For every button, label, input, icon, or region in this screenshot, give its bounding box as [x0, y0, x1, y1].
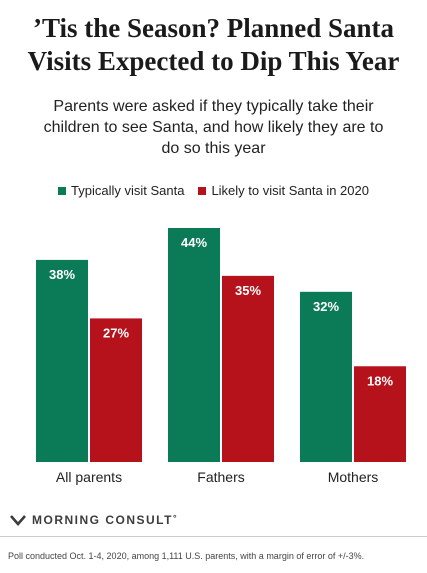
data-label-fathers-series-2: 35%: [235, 283, 261, 298]
brand-logo: MORNING CONSULT °: [10, 513, 178, 527]
legend: Typically visit Santa Likely to visit Sa…: [0, 183, 427, 198]
category-label-fathers: Fathers: [197, 469, 244, 485]
category-label-all-parents: All parents: [56, 469, 122, 485]
data-label-all-parents-series-2: 27%: [103, 325, 129, 340]
chart-subtitle: Parents were asked if they typically tak…: [43, 98, 384, 157]
bar-mothers-series-1: [300, 291, 352, 462]
data-label-fathers-series-1: 44%: [181, 235, 207, 250]
chart-title: ’Tis the Season? Planned Santa Visits Ex…: [27, 13, 400, 76]
brand-mark: °: [172, 513, 179, 523]
category-label-mothers: Mothers: [328, 469, 379, 485]
legend-swatch-typically: [58, 186, 66, 195]
legend-item-likely: Likely to visit Santa in 2020: [198, 183, 369, 198]
morning-consult-logo-icon: [10, 515, 26, 526]
data-label-all-parents-series-1: 38%: [49, 267, 75, 282]
brand-name: MORNING CONSULT: [32, 513, 173, 527]
legend-item-typically: Typically visit Santa: [58, 183, 184, 198]
legend-label-likely: Likely to visit Santa in 2020: [211, 183, 369, 198]
bar-all-parents-series-1: [36, 259, 88, 462]
footer-divider: [0, 536, 427, 537]
bar-fathers-series-2: [222, 275, 274, 462]
footnote: Poll conducted Oct. 1-4, 2020, among 1,1…: [8, 551, 365, 561]
bar-all-parents-series-2: [90, 318, 142, 462]
data-label-mothers-series-2: 18%: [367, 373, 393, 388]
data-label-mothers-series-1: 32%: [313, 299, 339, 314]
bar-mothers-series-2: [354, 366, 406, 462]
legend-swatch-likely: [198, 186, 207, 195]
bar-fathers-series-1: [168, 228, 220, 462]
legend-label-typically: Typically visit Santa: [71, 183, 185, 198]
bar-chart: 38% 27% All parents 44% 35% Fathers 32% 18% Moth…: [36, 228, 406, 485]
